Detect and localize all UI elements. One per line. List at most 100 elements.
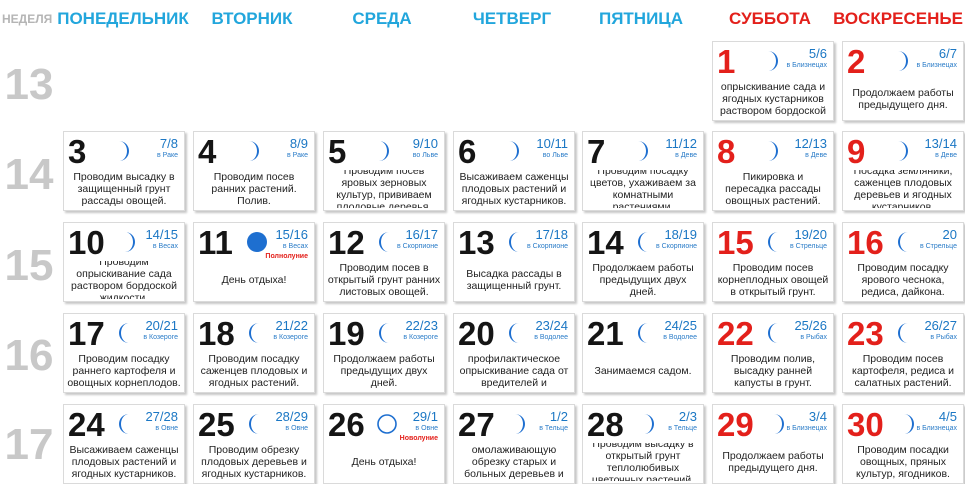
lunar-day: 17/18 [535, 227, 568, 242]
waxing-crescent-icon [240, 140, 262, 162]
day-cell[interactable]: 18 21/22 в Козероге Проводим посадку саженц… [193, 313, 315, 393]
moon-zodiac-sign: в Водолее [534, 334, 568, 341]
waning-crescent-icon [246, 413, 268, 435]
waning-crescent-icon [506, 322, 528, 344]
day-cell[interactable]: 12 16/17 в Скорпионе Проводим посев в откры… [323, 222, 445, 302]
week-number: 15 [4, 241, 54, 290]
lunar-day: 11/12 [665, 136, 697, 151]
day-cell[interactable]: 7 11/12 в Деве Проводим посадку цветов, уха… [582, 131, 704, 211]
day-number: 4 [198, 133, 217, 170]
day-cell[interactable]: 19 22/23 в Козероге Продолжаем работы преды… [323, 313, 445, 393]
waning-crescent-icon [116, 413, 138, 435]
waning-crescent-icon [635, 231, 657, 253]
lunar-day: 4/5 [938, 409, 957, 424]
garden-task-text: Проводим посадку саженцев плодовых и яго… [200, 353, 308, 389]
day-cell[interactable]: 1 5/6в Близнецах Проводим опрыскивание сад… [712, 41, 834, 121]
day-cell[interactable]: 13 17/18 в Скорпионе Высадка рассады в защи… [453, 222, 575, 302]
lunar-day: 10/11 [536, 136, 568, 151]
day-cell[interactable]: 4 8/9 в Раке Проводим посев ранних растений… [193, 131, 315, 211]
lunar-day: 22/23 [405, 318, 438, 333]
moon-zodiac-sign: в Близнецах [916, 62, 957, 69]
waning-crescent-icon [376, 322, 398, 344]
day-cell[interactable]: 15 19/20 в Стрельце Проводим посев корнепло… [712, 222, 834, 302]
moon-phase-label: Полнолуние [265, 253, 308, 260]
lunar-day: 19/20 [794, 227, 827, 242]
day-cell[interactable]: 17 20/21 в Козероге Проводим посадку раннег… [63, 313, 185, 393]
day-header-monday: ПОНЕДЕЛЬНИК [57, 9, 189, 28]
garden-task-text: Продолжаем работы предыдущего дня. [852, 87, 954, 111]
day-cell[interactable]: 5 9/10 во Льве Проводим посев яровых зернов… [323, 131, 445, 211]
day-cell[interactable]: 2 6/7 в Близнецах Продолжаем работы предыду… [842, 41, 964, 121]
waning-crescent-icon [765, 231, 787, 253]
day-number: 16 [847, 224, 884, 261]
waning-crescent-icon [246, 322, 268, 344]
garden-task-text: Проводим полив, высадку ранней капусты в… [730, 353, 816, 389]
day-number: 24 [68, 406, 105, 443]
day-number: 5 [328, 133, 347, 170]
day-cell[interactable]: 26 29/1 в Овне Новолуние День отдыха! [323, 404, 445, 484]
day-number: 17 [68, 315, 105, 352]
waxing-crescent-icon [116, 231, 138, 253]
moon-zodiac-sign: в Близнецах [916, 425, 957, 432]
garden-task-text: Проводим посев ранних растений. Полив. [211, 171, 297, 207]
day-number: 1 [717, 43, 736, 80]
day-number: 30 [847, 406, 884, 443]
moon-zodiac-sign: в Рыбах [800, 334, 827, 341]
day-cell[interactable]: 28 2/3 в Тельце Проводим высадку в открытый… [582, 404, 704, 484]
waning-crescent-icon [635, 322, 657, 344]
day-header-sunday: ВОСКРЕСЕНЬЕ [833, 9, 963, 28]
day-number: 14 [587, 224, 624, 261]
moon-zodiac-sign: в Скорпионе [656, 243, 697, 250]
day-cell[interactable]: 30 4/5 в Близнецах Проводим посадки овощных… [842, 404, 964, 484]
day-number: 27 [458, 406, 495, 443]
moon-zodiac-sign: в Тельце [668, 425, 697, 432]
garden-task-text: Занимаемся садом. [594, 365, 692, 377]
day-cell[interactable]: 9 13/14 в Деве Посадка земляники, саженцев … [842, 131, 964, 211]
day-number: 23 [847, 315, 884, 352]
lunar-day: 6/7 [938, 46, 957, 61]
moon-zodiac-sign: в Тельце [539, 425, 568, 432]
day-cell[interactable]: 21 24/25 в Водолее Занимаемся садом. [582, 313, 704, 393]
day-cell[interactable]: 11 15/16 в Весах Полнолуние День отдыха! [193, 222, 315, 302]
lunar-day: 1/2 [549, 409, 568, 424]
day-number: 28 [587, 406, 624, 443]
waxing-crescent-icon [629, 140, 651, 162]
moon-phase-label: Новолуние [399, 435, 438, 442]
lunar-day: 28/29 [275, 409, 308, 424]
day-cell[interactable]: 10 14/15 в Весах Проводим опрыскивание сада… [63, 222, 185, 302]
day-cell[interactable]: 6 10/11 во Льве Высаживаем саженцы плодовых… [453, 131, 575, 211]
day-number: 22 [717, 315, 754, 352]
day-cell[interactable]: 23 26/27 в Рыбах Проводим посев картофеля, … [842, 313, 964, 393]
day-number: 15 [717, 224, 754, 261]
lunar-day: 26/27 [924, 318, 957, 333]
garden-task-text: Проводим профилактическое опрыскивание с… [459, 352, 569, 390]
day-cell[interactable]: 3 7/8 в Раке Проводим высадку в защищенный … [63, 131, 185, 211]
day-cell[interactable]: 29 3/4 в Близнецах Продолжаем работы предыд… [712, 404, 834, 484]
day-cell[interactable]: 27 1/2в Тельце Проводим омолаживающую обре… [453, 404, 575, 484]
day-number: 18 [198, 315, 235, 352]
day-cell[interactable]: 14 18/19 в Скорпионе Продолжаем работы пред… [582, 222, 704, 302]
day-number: 8 [717, 133, 736, 170]
day-cell[interactable]: 25 28/29 в Овне Проводим обрезку плодовых д… [193, 404, 315, 484]
day-cell[interactable]: 16 20 в Стрельце Проводим посадку ярового ч… [842, 222, 964, 302]
day-number: 9 [847, 133, 866, 170]
lunar-day: 27/28 [145, 409, 178, 424]
day-number: 6 [458, 133, 477, 170]
day-cell[interactable]: 20 23/24в Водолее Проводим профилактическо… [453, 313, 575, 393]
day-number: 29 [717, 406, 754, 443]
day-header-tuesday: ВТОРНИК [211, 9, 293, 28]
day-cell[interactable]: 24 27/28 в Овне Высаживаем саженцы плодовых… [63, 404, 185, 484]
lunar-day: 24/25 [664, 318, 697, 333]
waning-crescent-icon [376, 231, 398, 253]
moon-zodiac-sign: в Козероге [143, 334, 178, 341]
garden-task-text: Проводим посадку ярового чеснока, редиса… [857, 262, 949, 298]
day-number: 19 [328, 315, 365, 352]
day-number: 3 [68, 133, 87, 170]
garden-task-text: Проводим опрыскивание сада и ягодных кус… [720, 80, 826, 118]
day-cell[interactable]: 8 12/13 в Деве Пикировка и пересадка рассад… [712, 131, 834, 211]
lunar-day: 23/24 [535, 318, 568, 333]
lunar-day: 5/6 [808, 46, 827, 61]
moon-zodiac-sign: в Весах [282, 243, 308, 250]
day-cell[interactable]: 22 25/26 в Рыбах Проводим полив, высадку ра… [712, 313, 834, 393]
lunar-day: 16/17 [405, 227, 438, 242]
